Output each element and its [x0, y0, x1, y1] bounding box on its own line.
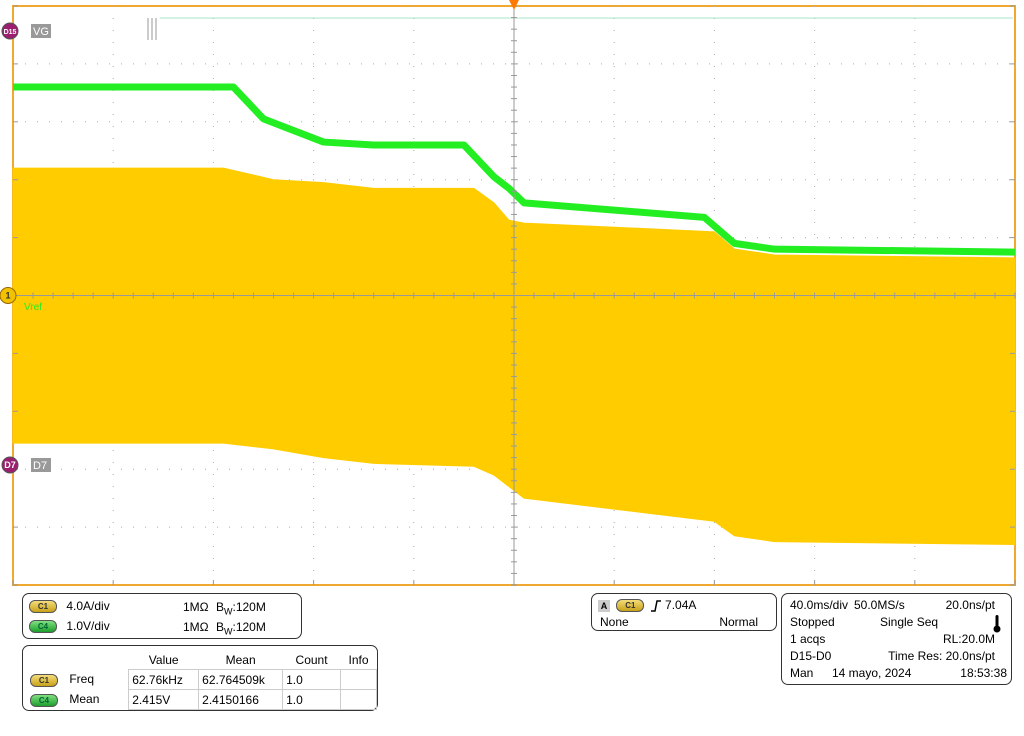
date: 14 mayo, 2024 — [832, 666, 912, 680]
d7-badge-text: D7 — [4, 460, 16, 470]
measurement-name: Freq — [69, 672, 95, 687]
measurements-panel[interactable]: Value Mean Count Info C1 Freq 62.76kHz 6… — [22, 645, 378, 711]
c4-bw-w: W — [224, 626, 233, 637]
rising-edge-icon — [650, 600, 661, 612]
c1-bandwidth: 1MΩ BW:120M — [183, 600, 266, 616]
digital-range: D15-D0 — [790, 649, 832, 663]
time: 18:53:38 — [960, 666, 1007, 680]
measurement-info — [340, 689, 377, 710]
trigger-panel[interactable]: A C1 7.04A None Normal — [591, 593, 777, 631]
header-info: Info — [348, 652, 369, 667]
d15-badge-text: D15 — [4, 29, 17, 36]
header-value: Value — [148, 652, 179, 667]
c1-settings-row[interactable]: C1 4.0A/div — [29, 599, 110, 614]
header-count: Count — [295, 652, 328, 667]
trigger-level: 7.04A — [665, 598, 697, 612]
c1-bw-w: W — [224, 606, 233, 617]
c4-impedance: 1MΩ — [183, 620, 209, 634]
measurement-mean: 62.764509k — [198, 669, 284, 690]
measurement-value: 2.415V — [128, 689, 200, 710]
d7-badge[interactable] — [1, 456, 19, 474]
trigger-position-marker[interactable] — [509, 0, 519, 10]
header-mean: Mean — [225, 652, 256, 667]
acquisition-panel[interactable]: 40.0ms/div 50.0MS/s 20.0ns/pt Stopped Si… — [781, 593, 1012, 685]
record-length: RL:20.0M — [942, 632, 995, 646]
trigger-coupling: None — [600, 615, 629, 629]
vertical-settings-panel[interactable]: C1 4.0A/div 1MΩ BW:120M C4 1.0V/div 1MΩ … — [22, 593, 302, 639]
measurement-name: Mean — [69, 692, 100, 707]
trigger-mode-badge[interactable]: A — [598, 599, 610, 612]
c1-badge[interactable]: C1 — [30, 673, 58, 687]
c4-bw-b: B — [215, 620, 224, 634]
c4-scale: 1.0V/div — [66, 619, 110, 633]
trigger-source-row: A C1 7.04A — [598, 598, 696, 613]
c1-impedance: 1MΩ — [183, 600, 209, 614]
c4-badge[interactable]: C4 — [30, 693, 58, 707]
c1-scale: 4.0A/div — [66, 599, 110, 613]
trigger-mode-man: Man — [790, 666, 814, 680]
c4-bandwidth: 1MΩ BW:120M — [183, 620, 266, 636]
c1-badge[interactable]: C1 — [29, 600, 57, 614]
measurement-info — [340, 669, 377, 690]
measurement-count: 1.0 — [282, 669, 341, 690]
d15-badge[interactable] — [1, 22, 19, 40]
trigger-mode: Normal — [719, 615, 758, 629]
measurement-value: 62.76kHz — [128, 669, 200, 690]
c4-trace — [13, 83, 1016, 256]
vg-label-bg — [31, 24, 51, 38]
time-per-point: 20.0ns/pt — [945, 598, 995, 612]
measurements-header-row: Value Mean Count Info — [27, 650, 377, 670]
measurement-count: 1.0 — [282, 689, 341, 710]
thermometer-icon — [993, 615, 1001, 633]
vref-marker-label: Vref — [24, 302, 42, 313]
ch1-offset-marker[interactable] — [0, 287, 17, 304]
ch1-offset-marker-text: 1 — [5, 291, 10, 301]
c1-bw-value: :120M — [232, 600, 266, 614]
c4-settings-row[interactable]: C4 1.0V/div — [29, 619, 110, 634]
acquisition-state: Stopped — [790, 615, 835, 629]
table-row[interactable]: C1 Freq 62.76kHz 62.764509k 1.0 — [27, 669, 377, 690]
d7-label-bg — [31, 458, 51, 472]
c4-badge[interactable]: C4 — [29, 620, 57, 634]
c1-badge[interactable]: C1 — [616, 599, 645, 613]
sequence-mode: Single Seq — [880, 615, 939, 629]
timebase: 40.0ms/div — [790, 598, 849, 612]
waveform-display[interactable]: D15 D7 1 VG D7 — [0, 0, 1024, 590]
acquisition-count: 1 acqs — [790, 632, 826, 646]
time-resolution: Time Res: 20.0ns/pt — [888, 649, 995, 663]
sample-rate: 50.0MS/s — [854, 598, 905, 612]
measurement-mean: 2.4150166 — [198, 689, 284, 710]
vg-label: VG — [33, 26, 49, 38]
measurements-table: Value Mean Count Info C1 Freq 62.76kHz 6… — [27, 650, 377, 710]
d7-label: D7 — [33, 460, 47, 472]
table-row[interactable]: C4 Mean 2.415V 2.4150166 1.0 — [27, 689, 377, 710]
c4-bw-value: :120M — [232, 620, 266, 634]
c1-bw-b: B — [215, 600, 224, 614]
